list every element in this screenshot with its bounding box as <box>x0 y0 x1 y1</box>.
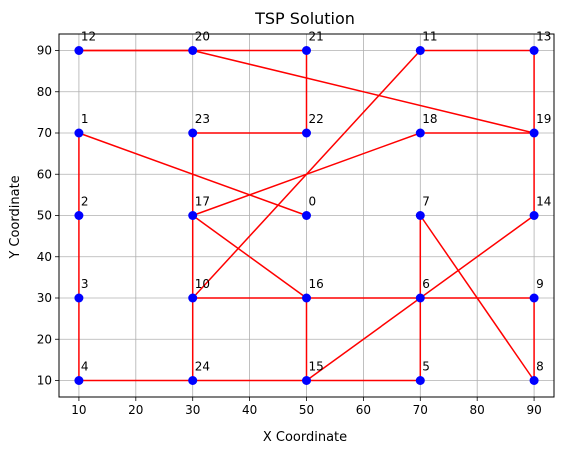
node-point <box>416 376 425 385</box>
node-label: 13 <box>536 30 551 44</box>
y-tick-label: 30 <box>37 291 52 305</box>
node-point <box>416 211 425 220</box>
node-label: 9 <box>536 277 544 291</box>
node-point <box>416 294 425 303</box>
y-tick-label: 40 <box>37 250 52 264</box>
node-point <box>302 376 311 385</box>
x-tick-label: 60 <box>356 403 371 417</box>
y-tick-label: 20 <box>37 332 52 346</box>
node-label: 1 <box>81 112 89 126</box>
node-label: 20 <box>195 30 210 44</box>
node-label: 19 <box>536 112 551 126</box>
node-label: 18 <box>422 112 437 126</box>
y-axis-label: Y Coordinate <box>8 175 23 259</box>
node-label: 14 <box>536 195 551 209</box>
node-label: 21 <box>309 30 324 44</box>
node-label: 3 <box>81 277 89 291</box>
y-tick-label: 50 <box>37 209 52 223</box>
node-point <box>530 129 539 138</box>
node-point <box>74 129 83 138</box>
y-tick-label: 60 <box>37 167 52 181</box>
x-tick-label: 50 <box>299 403 314 417</box>
node-label: 16 <box>309 277 324 291</box>
node-label: 8 <box>536 360 544 374</box>
node-point <box>530 376 539 385</box>
x-tick-label: 70 <box>413 403 428 417</box>
node-point <box>74 294 83 303</box>
node-point <box>302 211 311 220</box>
x-axis-label: X Coordinate <box>263 430 347 445</box>
x-tick-label: 30 <box>185 403 200 417</box>
node-point <box>188 46 197 55</box>
node-label: 12 <box>81 30 96 44</box>
node-point <box>302 129 311 138</box>
node-label: 2 <box>81 195 89 209</box>
node-label: 0 <box>309 195 317 209</box>
y-tick-label: 70 <box>37 126 52 140</box>
node-label: 23 <box>195 112 210 126</box>
node-point <box>188 129 197 138</box>
y-tick-label: 10 <box>37 374 52 388</box>
y-tick-label: 90 <box>37 44 52 58</box>
node-point <box>416 46 425 55</box>
node-label: 6 <box>422 277 430 291</box>
node-label: 15 <box>309 360 324 374</box>
node-point <box>530 211 539 220</box>
node-label: 4 <box>81 360 89 374</box>
node-point <box>416 129 425 138</box>
node-point <box>74 376 83 385</box>
x-tick-label: 80 <box>470 403 485 417</box>
node-label: 11 <box>422 30 437 44</box>
x-tick-label: 40 <box>242 403 257 417</box>
node-point <box>530 46 539 55</box>
node-point <box>302 294 311 303</box>
node-label: 22 <box>309 112 324 126</box>
node-point <box>74 211 83 220</box>
node-point <box>74 46 83 55</box>
node-label: 7 <box>422 195 430 209</box>
node-label: 24 <box>195 360 210 374</box>
node-point <box>188 294 197 303</box>
x-tick-label: 10 <box>71 403 86 417</box>
x-tick-label: 20 <box>128 403 143 417</box>
node-label: 17 <box>195 195 210 209</box>
node-point <box>302 46 311 55</box>
node-label: 10 <box>195 277 210 291</box>
node-label: 5 <box>422 360 430 374</box>
x-tick-label: 90 <box>526 403 541 417</box>
chart-title: TSP Solution <box>254 9 355 28</box>
node-point <box>188 376 197 385</box>
node-point <box>530 294 539 303</box>
node-point <box>188 211 197 220</box>
y-tick-label: 80 <box>37 85 52 99</box>
